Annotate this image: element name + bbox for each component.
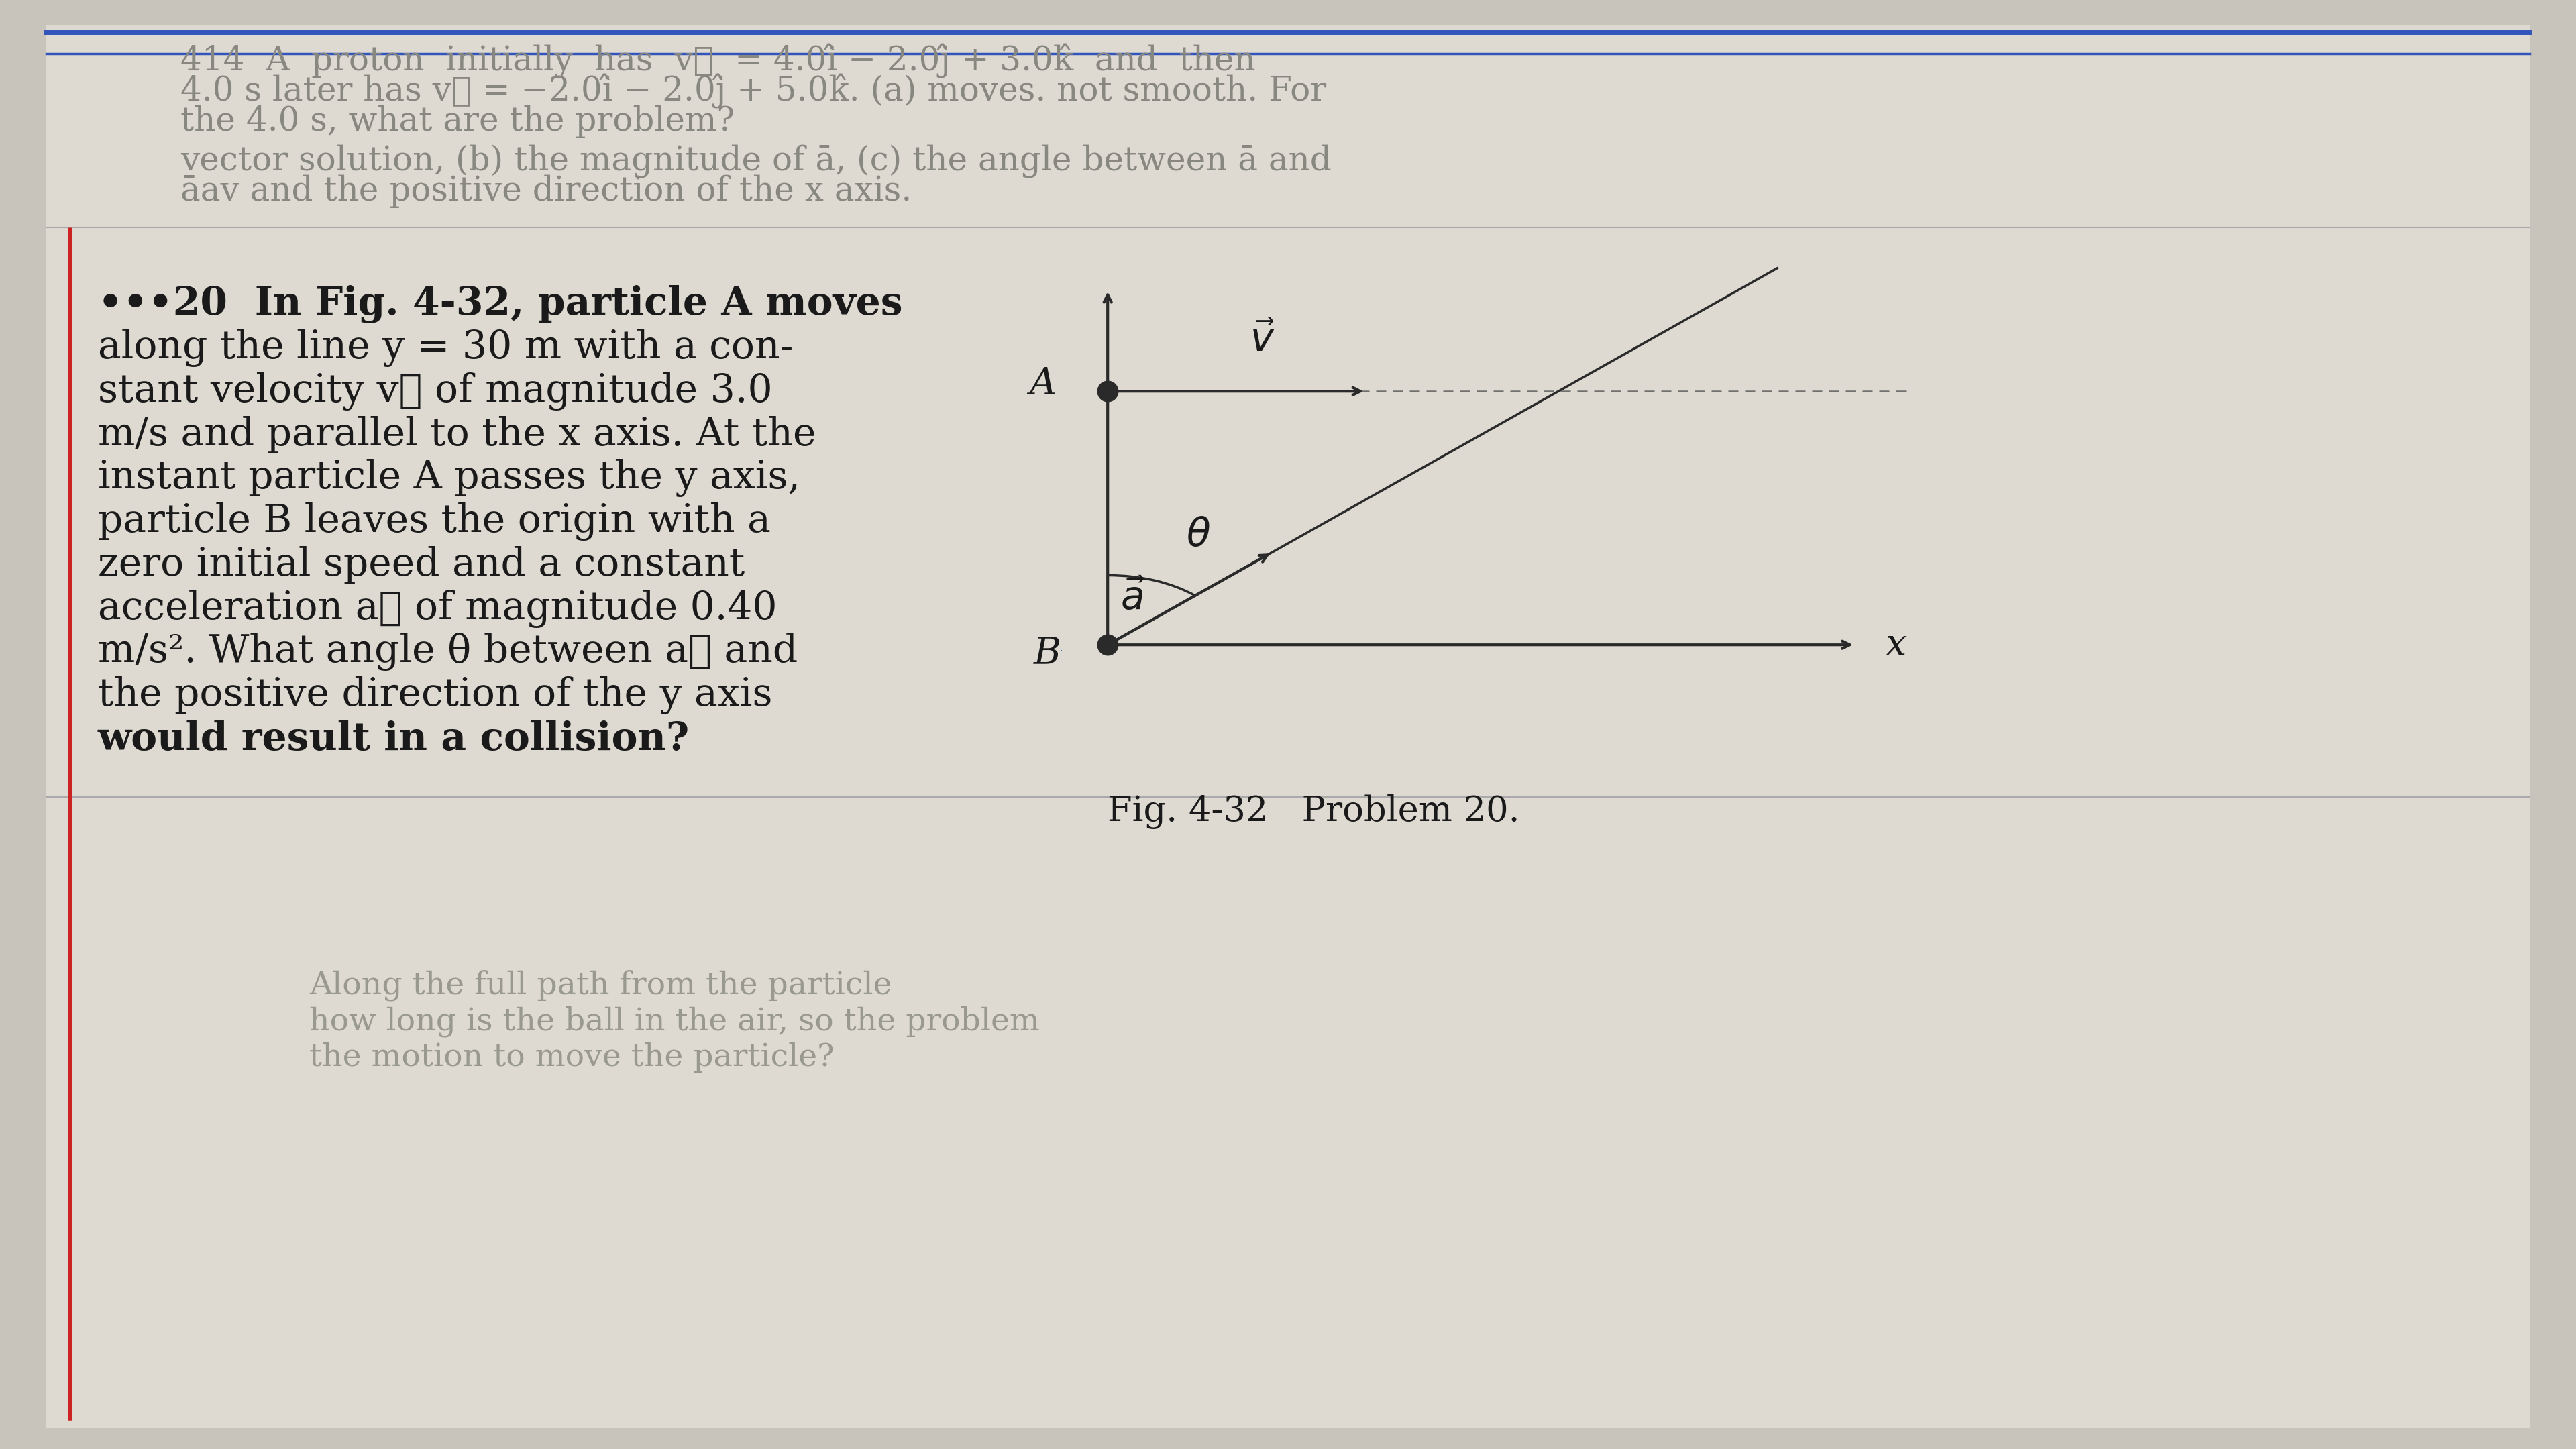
Text: $\theta$: $\theta$ bbox=[1185, 516, 1211, 554]
Text: B: B bbox=[1033, 635, 1061, 672]
Text: particle B leaves the origin with a: particle B leaves the origin with a bbox=[98, 503, 770, 540]
Text: x: x bbox=[1886, 626, 1906, 664]
Text: acceleration a⃗ of magnitude 0.40: acceleration a⃗ of magnitude 0.40 bbox=[98, 590, 778, 627]
Text: the positive direction of the y axis: the positive direction of the y axis bbox=[98, 677, 773, 714]
Text: 4.0 s later has v⃗ = −2.0î − 2.0ĵ + 5.0k̂. (a) moves. not smooth. For: 4.0 s later has v⃗ = −2.0î − 2.0ĵ + 5.… bbox=[180, 74, 1327, 109]
Text: 414  A  proton  initially  has  v⃗  = 4.0î − 2.0ĵ + 3.0k̂  and  then: 414 A proton initially has v⃗ = 4.0î − … bbox=[180, 43, 1255, 78]
Text: Along the full path from the particle: Along the full path from the particle bbox=[309, 969, 891, 1001]
Text: m/s and parallel to the x axis. At the: m/s and parallel to the x axis. At the bbox=[98, 416, 817, 454]
Text: instant particle A passes the y axis,: instant particle A passes the y axis, bbox=[98, 459, 801, 497]
Text: vector solution, (b) the magnitude of ā, (c) the angle between ā and: vector solution, (b) the magnitude of ā,… bbox=[180, 143, 1332, 178]
Text: $\vec{v}$: $\vec{v}$ bbox=[1249, 322, 1275, 359]
Text: $\vec{a}$: $\vec{a}$ bbox=[1121, 580, 1146, 617]
Text: how long is the ball in the air, so the problem: how long is the ball in the air, so the … bbox=[309, 1006, 1041, 1037]
Text: •••20  In Fig. 4-32, particle A moves: •••20 In Fig. 4-32, particle A moves bbox=[98, 285, 902, 323]
Text: stant velocity v⃗ of magnitude 3.0: stant velocity v⃗ of magnitude 3.0 bbox=[98, 372, 773, 410]
Text: the 4.0 s, what are the problem?: the 4.0 s, what are the problem? bbox=[180, 106, 734, 138]
Text: āav and the positive direction of the x axis.: āav and the positive direction of the x … bbox=[180, 175, 912, 207]
Text: zero initial speed and a constant: zero initial speed and a constant bbox=[98, 546, 744, 584]
Text: along the line y = 30 m with a con-: along the line y = 30 m with a con- bbox=[98, 329, 793, 367]
Text: would result in a collision?: would result in a collision? bbox=[98, 720, 690, 758]
Text: the motion to move the particle?: the motion to move the particle? bbox=[309, 1043, 835, 1072]
Text: Fig. 4-32   Problem 20.: Fig. 4-32 Problem 20. bbox=[1108, 794, 1520, 829]
Text: A: A bbox=[1030, 365, 1056, 403]
Text: m/s². What angle θ between a⃗ and: m/s². What angle θ between a⃗ and bbox=[98, 633, 799, 671]
